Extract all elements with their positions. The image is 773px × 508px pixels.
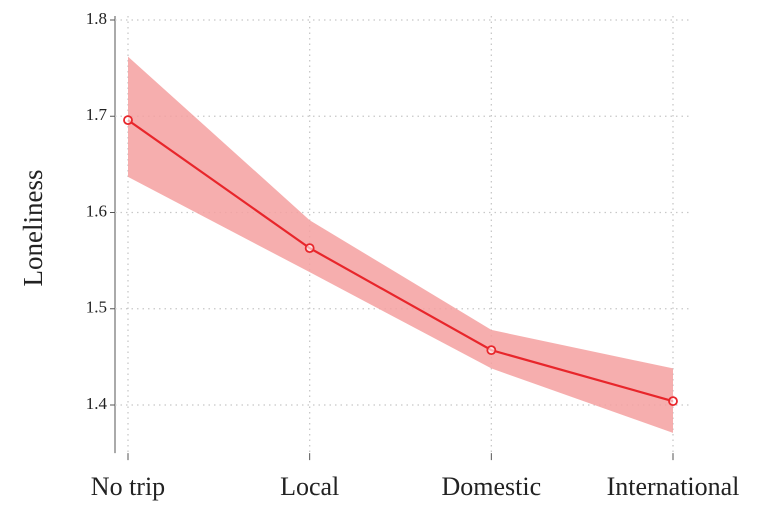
y-tick-label: 1.8	[86, 9, 107, 28]
point	[123, 115, 133, 125]
x-tick-label: International	[607, 472, 740, 501]
confidence-band	[128, 56, 673, 433]
y-tick-label: 1.5	[86, 298, 107, 317]
y-tick-label: 1.7	[86, 105, 108, 124]
y-axis-label: Loneliness	[18, 170, 48, 287]
x-tick-label: Local	[280, 472, 339, 501]
point	[668, 396, 678, 407]
line	[127, 119, 674, 403]
y-tick-label: 1.4	[86, 394, 108, 413]
point	[304, 243, 315, 254]
x-tick-label: No trip	[91, 472, 165, 501]
point	[486, 345, 497, 356]
y-tick-label: 1.6	[86, 201, 107, 220]
x-tick-label: Domestic	[442, 472, 542, 501]
